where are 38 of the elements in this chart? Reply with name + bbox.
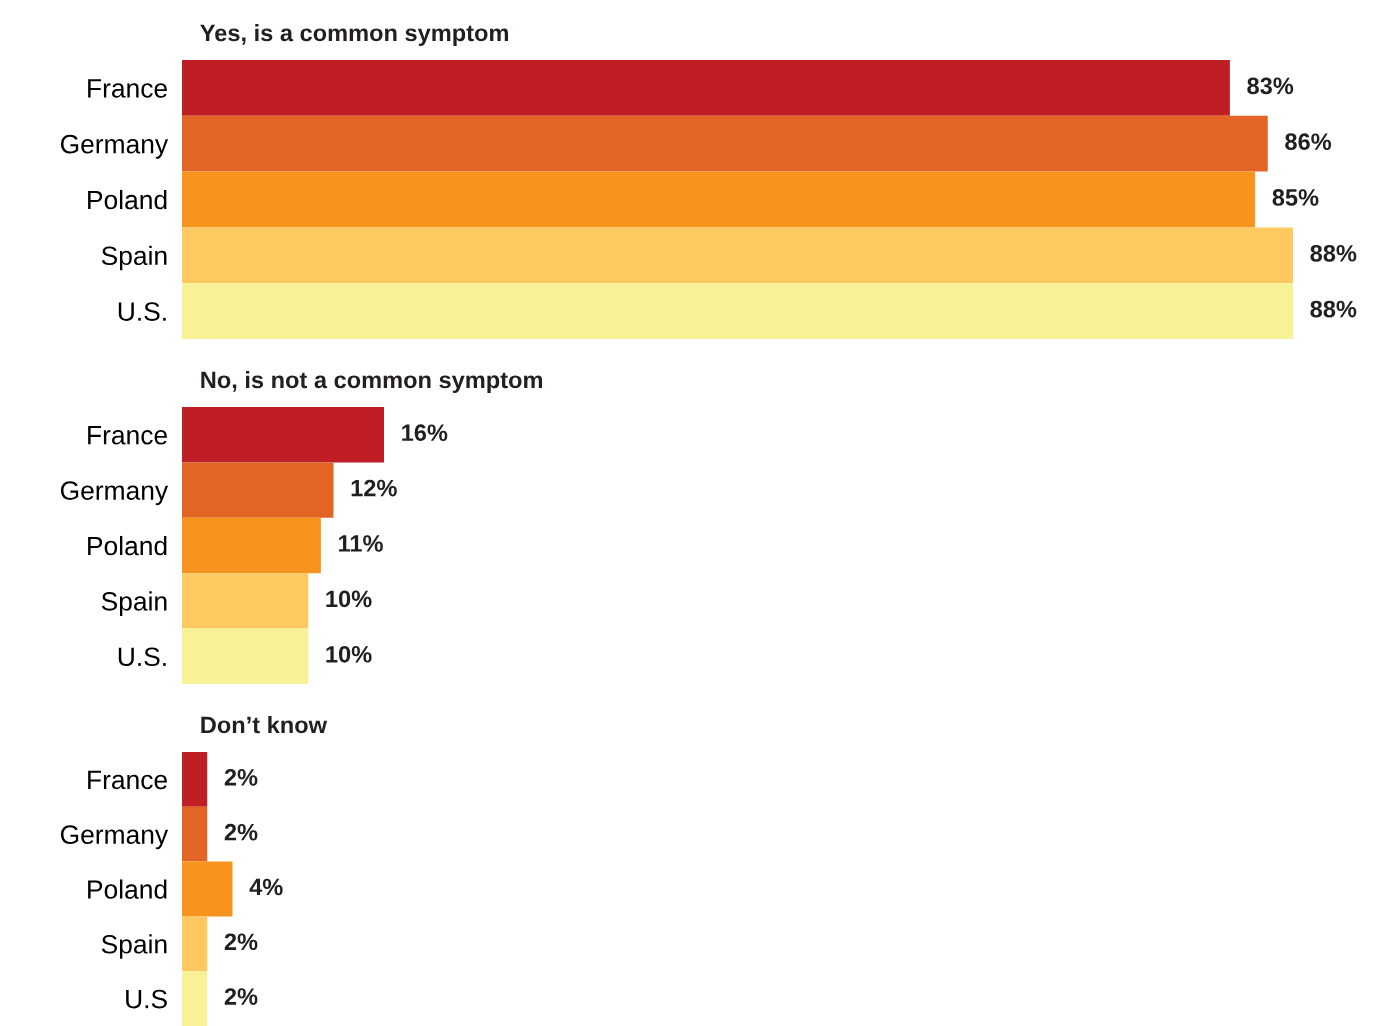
y-tick-label: U.S.: [118, 647, 166, 667]
y-tick-label: Spain: [101, 245, 167, 271]
data-label: 2%: [224, 769, 258, 786]
data-label: 88%: [1310, 300, 1357, 318]
y-tick-label: Germany: [60, 825, 169, 850]
data-label: 10%: [326, 645, 372, 663]
y-tick-label: Poland: [88, 189, 167, 210]
data-label: 83%: [1247, 77, 1294, 95]
y-tick-label: France: [88, 79, 167, 98]
y-tick-label: Poland: [88, 535, 167, 556]
chart-title: Don’t know: [201, 715, 328, 734]
data-label: 86%: [1285, 133, 1332, 151]
data-label: 16%: [402, 424, 448, 442]
data-label: 12%: [351, 479, 397, 497]
data-label: 88%: [1310, 244, 1357, 262]
data-label: 2%: [224, 823, 258, 841]
y-tick-label: Spain: [101, 591, 167, 616]
y-tick-label: Spain: [101, 934, 167, 959]
bar: [182, 573, 309, 629]
y-tick-label: France: [88, 770, 167, 790]
y-tick-label: U.S.: [118, 302, 166, 321]
y-tick-label: France: [88, 426, 167, 445]
y-tick-label: Germany: [60, 481, 169, 506]
y-tick-label: Germany: [60, 134, 169, 159]
bar: [182, 462, 334, 518]
data-label: 2%: [224, 988, 258, 1005]
bar: [182, 517, 321, 574]
data-label: 85%: [1272, 189, 1319, 206]
data-label: 10%: [326, 590, 372, 608]
chart-title: Yes, is a common symptom: [200, 23, 508, 46]
bar: [182, 407, 384, 463]
data-label: 4%: [249, 878, 283, 896]
y-tick-label: U.S: [126, 989, 167, 1009]
chart-title: No, is not a common symptom: [201, 370, 543, 393]
bar: [182, 628, 309, 684]
data-label: 2%: [224, 933, 258, 951]
y-tick-label: Poland: [88, 879, 167, 899]
data-label: 11%: [339, 535, 383, 552]
